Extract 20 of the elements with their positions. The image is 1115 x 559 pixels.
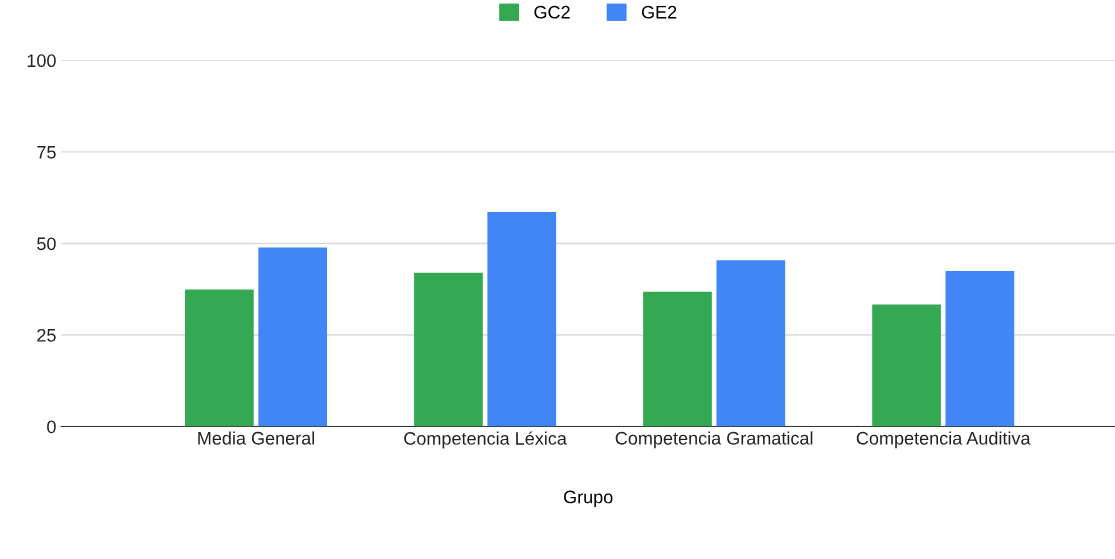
y-tick-label: 100	[27, 54, 56, 68]
x-tick-label: Media General	[198, 431, 315, 445]
bar	[716, 260, 786, 427]
bar	[487, 211, 557, 427]
bar	[945, 270, 1015, 427]
bar	[872, 304, 941, 427]
bar	[643, 291, 712, 427]
bar	[185, 289, 254, 427]
x-axis-title: Grupo	[563, 490, 613, 507]
x-tick-label: Competencia Auditiva	[856, 431, 1031, 449]
legend-label: GC2	[534, 5, 570, 19]
y-tick-label: 0	[47, 420, 56, 434]
x-tick-label: Competencia Léxica	[404, 431, 567, 449]
y-tick-label: 25	[37, 328, 56, 342]
bar	[258, 247, 328, 427]
y-tick-label: 75	[37, 146, 56, 159]
legend-label: GE2	[641, 5, 677, 19]
x-tick-label: Competencia Gramatical	[615, 431, 813, 449]
y-tick-label: 50	[37, 237, 56, 251]
bar	[414, 272, 483, 427]
